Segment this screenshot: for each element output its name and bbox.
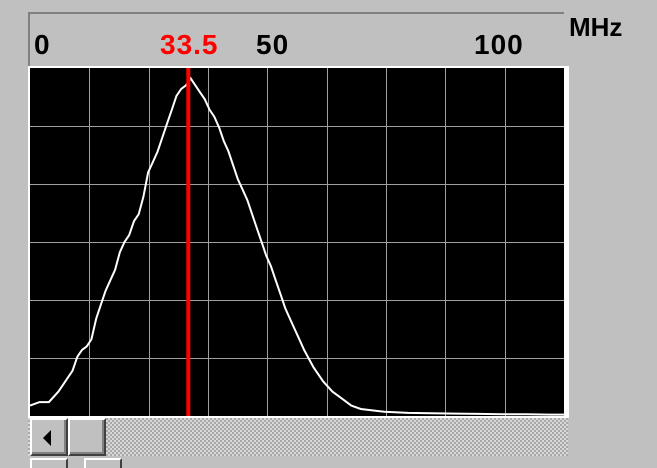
tick-label-0: 0 — [34, 29, 51, 60]
plot-grid — [30, 68, 564, 416]
scrollbar-thumb[interactable] — [68, 418, 106, 456]
spectrum-trace — [30, 76, 564, 416]
spectrum-plot[interactable] — [28, 66, 566, 418]
frequency-scale: 0 33.5 50 100 — [28, 12, 564, 66]
tick-label-50: 50 — [256, 29, 290, 60]
scroll-left-button[interactable] — [30, 418, 68, 456]
spectrum-plot-svg — [30, 68, 564, 416]
bottom-button-1[interactable] — [30, 458, 68, 468]
tick-label-100: 100 — [474, 29, 524, 60]
bottom-button-2[interactable] — [84, 458, 122, 468]
frequency-unit-label: MHz — [569, 12, 623, 42]
bottom-button-row — [30, 458, 130, 468]
marker-frequency-label: 33.5 — [160, 29, 219, 60]
left-arrow-icon — [43, 430, 51, 446]
horizontal-scrollbar[interactable] — [28, 418, 568, 456]
plot-right-border — [566, 66, 569, 418]
